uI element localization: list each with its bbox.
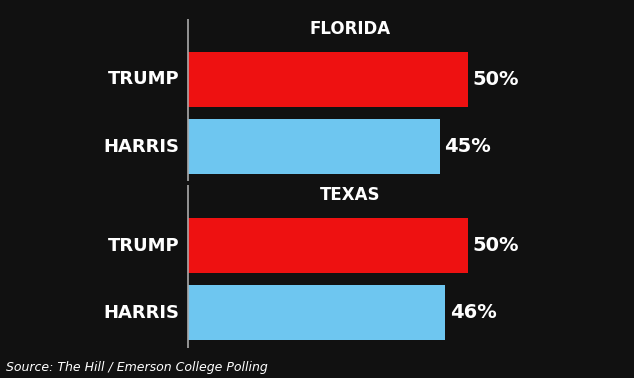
Text: HARRIS: HARRIS [103,138,179,155]
Text: TEXAS: TEXAS [320,186,380,204]
Bar [188,285,445,340]
Text: 50%: 50% [472,236,519,255]
Text: 46%: 46% [450,303,496,322]
Text: 50%: 50% [472,70,519,89]
Bar [188,119,439,174]
Text: HARRIS: HARRIS [103,304,179,322]
Bar [188,218,468,273]
Text: TRUMP: TRUMP [108,237,179,255]
Text: 45%: 45% [444,137,491,156]
Bar [188,52,468,107]
Text: FLORIDA: FLORIDA [309,20,391,38]
Text: Source: The Hill / Emerson College Polling: Source: The Hill / Emerson College Polli… [6,361,268,374]
Text: TRUMP: TRUMP [108,70,179,88]
